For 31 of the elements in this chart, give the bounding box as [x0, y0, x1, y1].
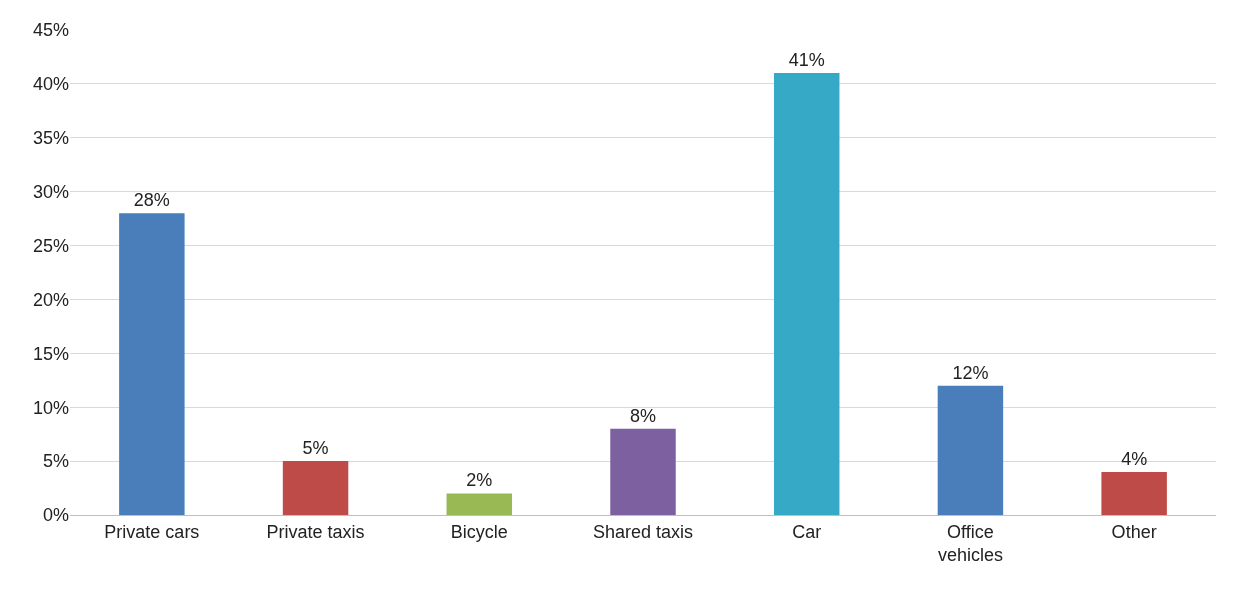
y-tick-label: 35%: [32, 128, 69, 149]
y-tick-label: 10%: [32, 397, 69, 418]
data-label: 2%: [466, 470, 493, 491]
x-tick-label: Bicycle: [450, 521, 508, 542]
data-label: 12%: [952, 362, 989, 383]
bar: [446, 493, 513, 515]
y-tick-label: 45%: [32, 20, 69, 41]
data-label: 41%: [788, 50, 825, 71]
y-tick-label: 15%: [32, 343, 69, 364]
data-label: 8%: [629, 405, 657, 426]
data-label: 28%: [133, 190, 170, 211]
y-tick-label: 30%: [32, 181, 69, 202]
y-tick-label: 0%: [42, 505, 69, 526]
data-label: 5%: [302, 438, 329, 459]
x-tick-label: Private cars: [104, 521, 200, 542]
x-tick-label: Other: [1111, 521, 1157, 542]
y-tick-label: 20%: [32, 289, 69, 310]
bar: [610, 428, 676, 515]
bar: [119, 213, 185, 515]
bar: [1101, 471, 1167, 515]
x-tick-label: Shared taxis: [592, 521, 694, 542]
data-label: 4%: [1121, 448, 1148, 469]
y-tick-label: 5%: [42, 451, 69, 472]
bar: [937, 385, 1004, 515]
y-tick-label: 40%: [32, 74, 69, 95]
bar: [282, 461, 349, 515]
x-tick-label: Private taxis: [266, 521, 365, 542]
bar: [773, 73, 840, 515]
y-tick-label: 25%: [32, 235, 69, 256]
x-tick-label: Office vehicles: [937, 521, 1003, 565]
x-tick-label: Car: [792, 521, 822, 542]
